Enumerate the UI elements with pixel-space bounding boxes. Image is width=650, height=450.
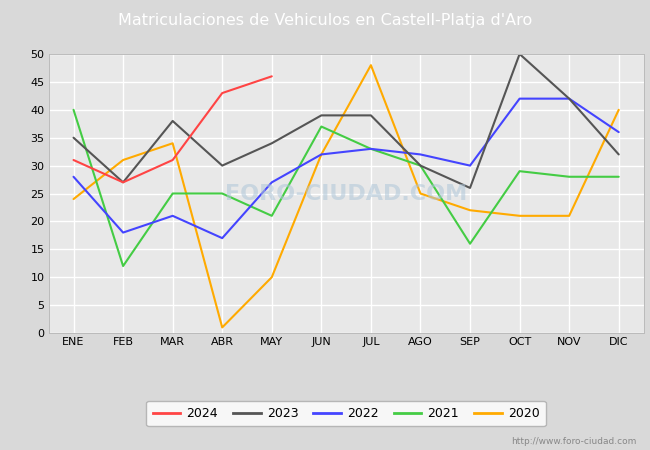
Text: Matriculaciones de Vehiculos en Castell-Platja d'Aro: Matriculaciones de Vehiculos en Castell-… [118,13,532,27]
Legend: 2024, 2023, 2022, 2021, 2020: 2024, 2023, 2022, 2021, 2020 [146,400,546,426]
Text: http://www.foro-ciudad.com: http://www.foro-ciudad.com [512,436,637,446]
Text: FORO-CIUDAD.COM: FORO-CIUDAD.COM [225,184,467,203]
